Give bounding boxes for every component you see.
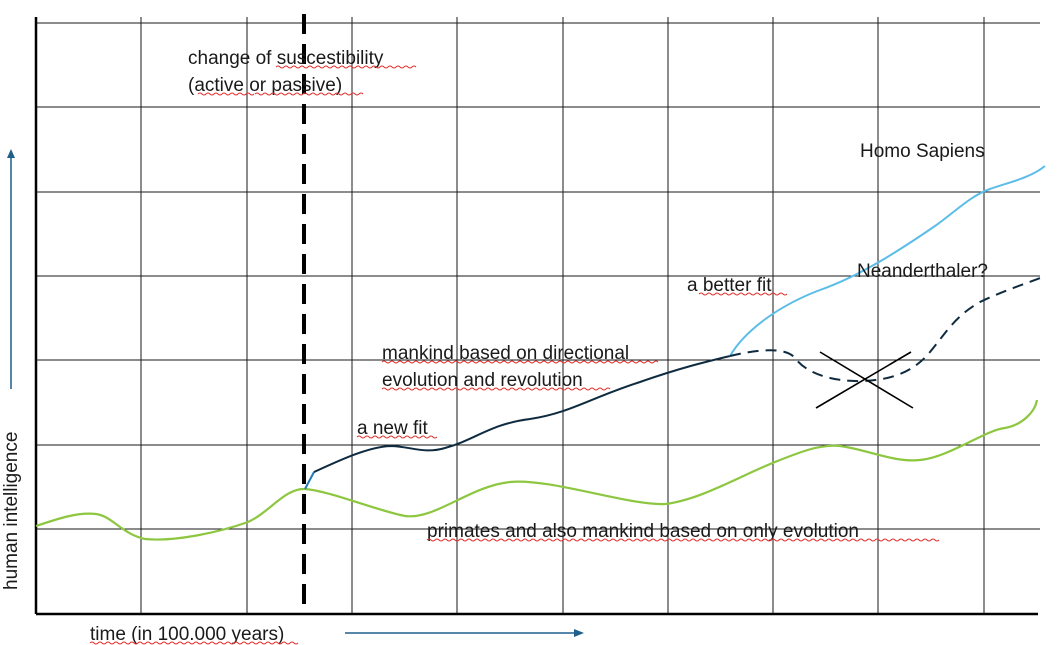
blue-connector [304, 471, 315, 490]
homo-sapiens-curve [729, 165, 1046, 357]
change-label-line2: (active or passive) [188, 75, 342, 96]
grid [36, 17, 1040, 614]
change-label-line1: change of suscestibility [188, 48, 384, 69]
new-fit-label: a new fit [357, 418, 428, 439]
neanderthal-curve [729, 277, 1041, 383]
neanderthal-cross-mark [815, 351, 914, 409]
primates-label: primates and also mankind based on only … [427, 521, 859, 542]
directional-label-line1: mankind based on directional [382, 343, 629, 364]
directional-label-line2: evolution and revolution [382, 370, 583, 391]
evolution-curve [35, 399, 1039, 541]
spell-check-underlines [89, 65, 940, 645]
x-axis-label: time (in 100.000 years) [90, 624, 284, 645]
x-axis-arrow-head [574, 629, 584, 637]
better-fit-label: a better fit [687, 275, 772, 296]
y-axis-arrow-head [7, 149, 15, 158]
directional-curve [313, 355, 731, 473]
homo-sapiens-label: Homo Sapiens [860, 141, 985, 162]
y-axis-label: human intelligence [1, 432, 22, 590]
neanderthaler-label: Neanderthaler? [857, 261, 988, 282]
